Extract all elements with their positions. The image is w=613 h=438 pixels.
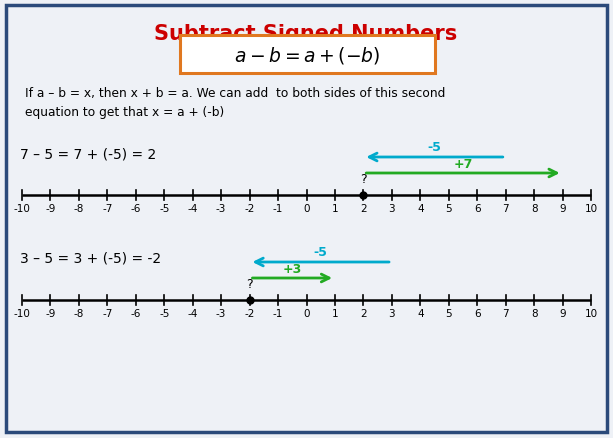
Text: -7: -7 [102,204,113,213]
Text: equation to get that x = a + (-b): equation to get that x = a + (-b) [25,106,224,119]
Text: -5: -5 [314,245,328,258]
Text: -5: -5 [428,141,441,154]
Text: -2: -2 [245,308,255,318]
Text: -4: -4 [188,308,198,318]
Text: +3: +3 [283,262,302,276]
FancyBboxPatch shape [180,36,435,74]
Text: -2: -2 [245,204,255,213]
Text: ?: ? [360,173,367,186]
Text: -1: -1 [273,204,283,213]
Text: 10: 10 [584,204,598,213]
Text: 4: 4 [417,204,424,213]
Text: -3: -3 [216,204,226,213]
Text: 4: 4 [417,308,424,318]
Text: -8: -8 [74,204,84,213]
Text: 3: 3 [389,204,395,213]
Text: 2: 2 [360,308,367,318]
Text: 6: 6 [474,308,481,318]
Text: 1: 1 [332,308,338,318]
Text: 8: 8 [531,308,538,318]
Text: -9: -9 [45,308,56,318]
Text: +7: +7 [453,158,473,171]
Text: 5: 5 [446,308,452,318]
Text: -6: -6 [131,204,141,213]
Text: 9: 9 [559,308,566,318]
Text: 6: 6 [474,204,481,213]
Text: 3: 3 [389,308,395,318]
Text: 0: 0 [303,308,310,318]
Text: 1: 1 [332,204,338,213]
Text: -7: -7 [102,308,113,318]
Text: ?: ? [246,277,253,290]
Text: 9: 9 [559,204,566,213]
Text: 3 – 5 = 3 + (-5) = -2: 3 – 5 = 3 + (-5) = -2 [20,251,161,265]
Text: If a – b = x, then x + b = a. We can add  to both sides of this second: If a – b = x, then x + b = a. We can add… [25,87,446,100]
Text: 8: 8 [531,204,538,213]
Text: 0: 0 [303,204,310,213]
Text: -3: -3 [216,308,226,318]
Text: 2: 2 [360,204,367,213]
Text: 7: 7 [502,308,509,318]
Text: -9: -9 [45,204,56,213]
Text: 10: 10 [584,308,598,318]
Text: 5: 5 [446,204,452,213]
Text: -10: -10 [13,308,31,318]
Text: Subtract Signed Numbers: Subtract Signed Numbers [154,24,458,44]
Text: $a-b=a+(-b)$: $a-b=a+(-b)$ [234,44,380,65]
Text: -6: -6 [131,308,141,318]
Text: -4: -4 [188,204,198,213]
Text: -5: -5 [159,204,169,213]
Text: -8: -8 [74,308,84,318]
Text: -5: -5 [159,308,169,318]
Text: -1: -1 [273,308,283,318]
Text: -10: -10 [13,204,31,213]
Text: 7 – 5 = 7 + (-5) = 2: 7 – 5 = 7 + (-5) = 2 [20,147,156,161]
Text: 7: 7 [502,204,509,213]
